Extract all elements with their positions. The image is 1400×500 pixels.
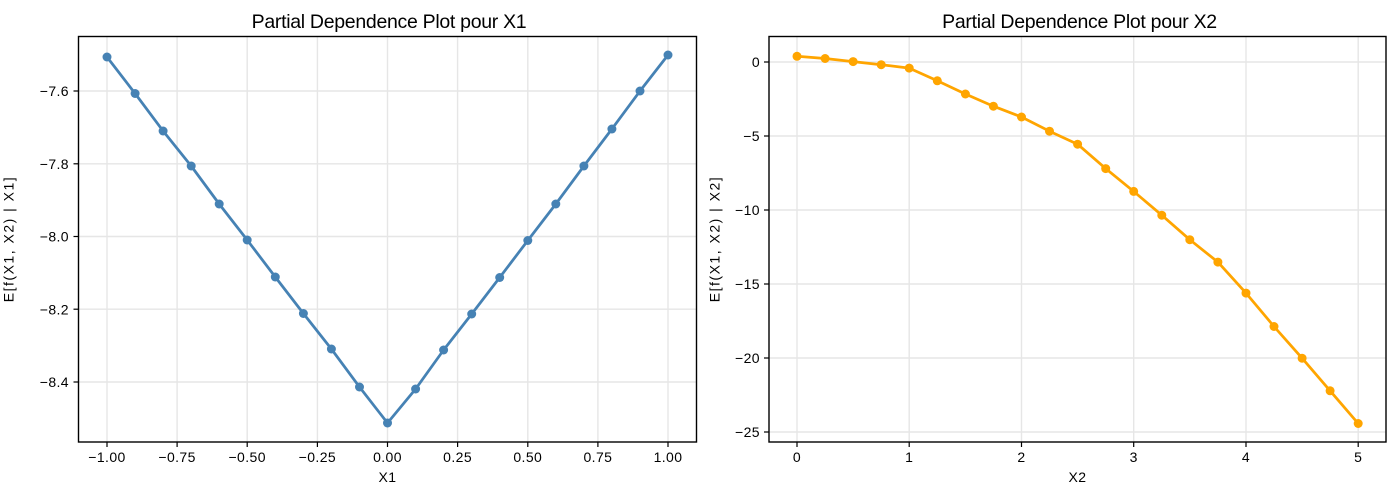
svg-text:Partial Dependence Plot pour X: Partial Dependence Plot pour X2 xyxy=(942,11,1217,33)
svg-text:0.50: 0.50 xyxy=(513,449,542,465)
svg-text:−0.75: −0.75 xyxy=(158,449,195,465)
svg-text:−5: −5 xyxy=(743,128,760,144)
svg-text:−7.6: −7.6 xyxy=(40,83,69,99)
svg-text:−10: −10 xyxy=(735,202,760,218)
svg-text:0: 0 xyxy=(752,54,760,70)
svg-text:−8.2: −8.2 xyxy=(40,301,69,317)
svg-text:0.75: 0.75 xyxy=(583,449,612,465)
svg-text:−8.0: −8.0 xyxy=(40,229,69,245)
svg-text:−20: −20 xyxy=(735,350,760,366)
svg-text:X1: X1 xyxy=(379,469,397,485)
svg-text:1.00: 1.00 xyxy=(654,449,683,465)
svg-text:−25: −25 xyxy=(735,424,760,440)
svg-text:−15: −15 xyxy=(735,276,760,292)
svg-text:−7.8: −7.8 xyxy=(40,156,69,172)
svg-text:Partial Dependence Plot pour X: Partial Dependence Plot pour X1 xyxy=(252,11,527,33)
svg-text:0.25: 0.25 xyxy=(443,449,472,465)
svg-text:0: 0 xyxy=(793,449,801,465)
svg-text:−0.25: −0.25 xyxy=(299,449,336,465)
svg-text:1: 1 xyxy=(905,449,913,465)
svg-text:−8.4: −8.4 xyxy=(40,374,69,390)
svg-text:E[f(X1, X2) | X1]: E[f(X1, X2) | X1] xyxy=(1,176,17,302)
svg-text:5: 5 xyxy=(1354,449,1362,465)
svg-text:−1.00: −1.00 xyxy=(88,449,125,465)
svg-text:−0.50: −0.50 xyxy=(228,449,265,465)
svg-text:2: 2 xyxy=(1017,449,1025,465)
svg-text:3: 3 xyxy=(1130,449,1138,465)
svg-text:4: 4 xyxy=(1242,449,1250,465)
svg-text:E[f(X1, X2) | X2]: E[f(X1, X2) | X2] xyxy=(707,176,723,302)
svg-text:0.00: 0.00 xyxy=(373,449,402,465)
svg-text:X2: X2 xyxy=(1069,469,1087,485)
